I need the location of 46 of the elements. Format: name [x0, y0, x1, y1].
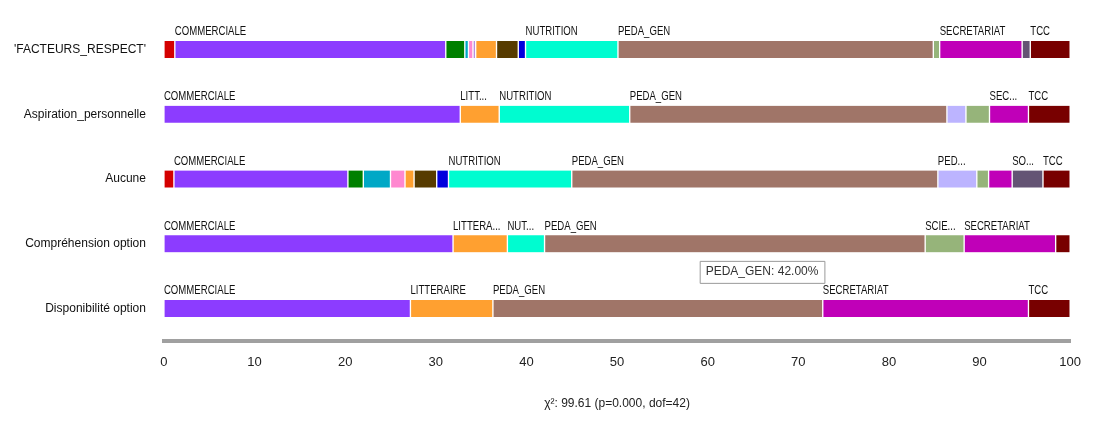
- y-tick-label: Aucune: [105, 171, 147, 186]
- x-tick-label: 70: [791, 354, 806, 370]
- data-label: COMMERCIALE: [173, 153, 246, 168]
- x-tick-label: 50: [609, 354, 625, 370]
- data-label: PEDA_GEN: [492, 283, 546, 297]
- data-label: PEDA_GEN: [629, 89, 682, 103]
- x-tick-label: 30: [428, 354, 444, 370]
- data-label: TCC: [1028, 89, 1049, 103]
- data-label: COMMERCIALE: [163, 283, 236, 297]
- x-tick-label: 80: [881, 354, 897, 370]
- data-label: SECRETARIAT: [822, 283, 889, 297]
- y-tick-label: Disponibilité option: [45, 300, 146, 315]
- x-tick-label: 20: [337, 354, 353, 370]
- y-tick-label: 'FACTEURS_RESPECT': [13, 41, 146, 56]
- data-label: SECRETARIAT: [964, 218, 1031, 232]
- data-label: NUTRITION: [525, 24, 578, 38]
- data-label: COMMERCIALE: [163, 218, 236, 232]
- x-tick-label: 100: [1059, 354, 1082, 370]
- data-label: TCC: [1028, 283, 1049, 297]
- data-label: LITTERA...: [453, 218, 501, 232]
- y-tick-label: Aspiration_personnelle: [23, 106, 147, 121]
- data-label: SCIE...: [925, 218, 956, 232]
- data-label: TCC: [1030, 24, 1051, 38]
- x-tick-label: 10: [247, 354, 262, 370]
- data-label: PEDA_GEN: [544, 218, 597, 232]
- x-tick-label: 60: [700, 354, 715, 370]
- x-tick-label: 0: [160, 354, 168, 370]
- data-label: TCC: [1042, 153, 1063, 168]
- data-label: SEC...: [989, 89, 1018, 103]
- x-tick-label: 90: [972, 354, 987, 370]
- data-label: PED...: [937, 153, 966, 168]
- x-axis-title: χ²: 99.61 (p=0.000, dof=42): [544, 396, 690, 411]
- y-tick-label: Compréhension option: [25, 236, 146, 251]
- data-label: COMMERCIALE: [174, 24, 247, 38]
- data-label: PEDA_GEN: [571, 153, 624, 168]
- data-label: LITT...: [460, 89, 487, 103]
- data-label: NUTRITION: [448, 153, 501, 168]
- x-tick-label: 40: [519, 354, 534, 370]
- data-label: SECRETARIAT: [939, 24, 1006, 38]
- data-label: NUTRITION: [499, 89, 552, 103]
- data-label: PEDA_GEN: [617, 24, 671, 38]
- data-label: SO...: [1012, 153, 1035, 168]
- data-label: LITTERAIRE: [410, 283, 466, 297]
- annotation: PEDA_GEN: 42.00%: [705, 264, 819, 279]
- data-label: COMMERCIALE: [163, 89, 236, 103]
- data-label: NUT...: [507, 218, 535, 232]
